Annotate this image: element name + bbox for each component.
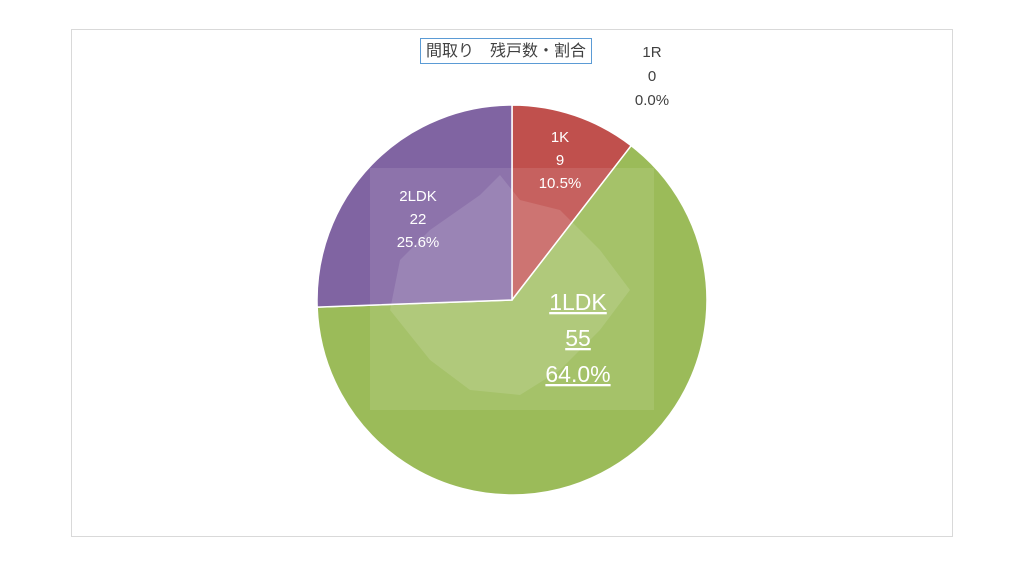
data-label-1ldk-name: 1LDK: [549, 289, 607, 315]
data-label-2ldk-percent: 25.6%: [397, 234, 440, 251]
pie-slices: [316, 104, 708, 496]
chart-title: 間取り 残戸数・割合: [420, 38, 593, 64]
data-label-1k-percent: 10.5%: [539, 175, 582, 192]
data-label-1k-value: 9: [556, 152, 564, 169]
data-label-1r-percent: 0.0%: [635, 92, 669, 109]
data-labels: 1R 0 0.0% 1K 9 10.5% 1LDK 55 64.0% 2LDK 22 25.6%: [397, 44, 669, 387]
slice-1ldk: [316, 144, 708, 496]
data-label-1k-name: 1K: [551, 129, 569, 146]
data-label-1r-name: 1R: [642, 44, 661, 61]
data-label-1r-value: 0: [648, 68, 656, 85]
data-label-1ldk-value: 55: [565, 325, 591, 351]
slice-1k: [511, 104, 633, 303]
data-label-2ldk-name: 2LDK: [399, 188, 437, 205]
data-label-1ldk-percent: 64.0%: [545, 361, 610, 387]
data-label-2ldk-value: 22: [410, 211, 427, 228]
watermark: [370, 168, 654, 410]
slice-2ldk: [316, 104, 513, 308]
